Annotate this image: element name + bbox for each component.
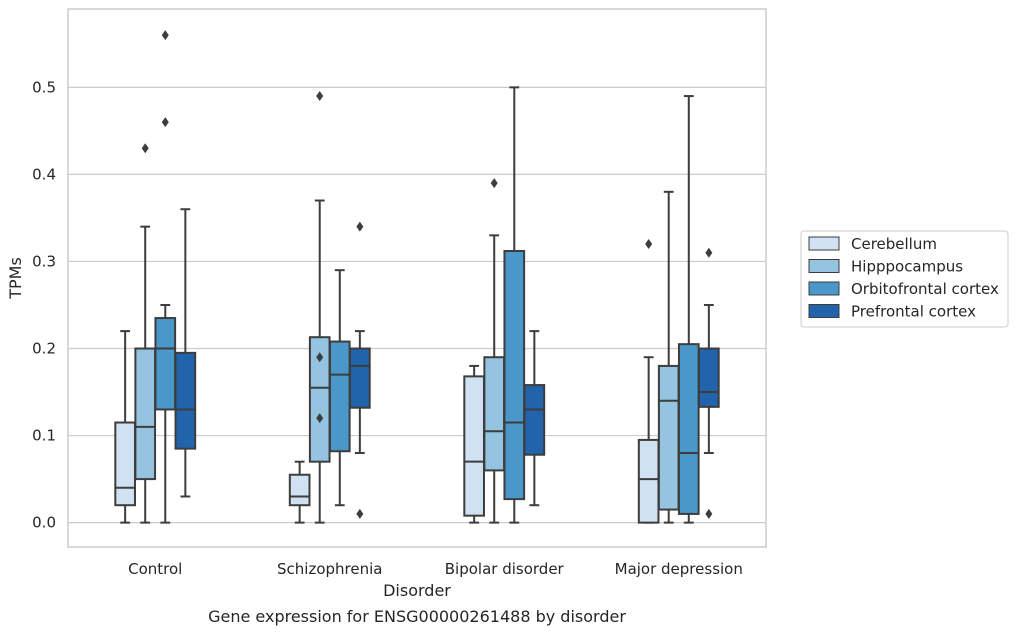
box-group	[328, 269, 351, 507]
iqr-box	[349, 347, 371, 409]
box-group	[308, 91, 331, 524]
chart-caption: Gene expression for ENSG00000261488 by d…	[208, 607, 626, 626]
x-tick-label: Bipolar disorder	[445, 560, 565, 578]
y-tick-label: 0.0	[32, 514, 56, 532]
y-tick-label: 0.1	[32, 427, 56, 445]
y-tick-label: 0.4	[32, 165, 56, 183]
outlier-point	[490, 178, 498, 189]
outlier-point	[316, 91, 324, 102]
legend-swatch	[808, 281, 840, 296]
box-group	[134, 143, 157, 524]
iqr-box	[288, 473, 311, 507]
outlier-point	[356, 221, 364, 232]
iqr-box	[174, 351, 197, 450]
legend-item: Cerebellum	[808, 235, 937, 253]
legend-frame	[800, 230, 1009, 328]
legend-label: Prefrontal cortex	[851, 303, 976, 321]
legend-swatch	[808, 304, 840, 318]
iqr-box	[328, 340, 351, 453]
outlier-point	[141, 143, 149, 154]
iqr-box	[463, 375, 485, 517]
legend-label: Cerebellum	[851, 235, 937, 253]
y-tick-label: 0.2	[32, 340, 56, 358]
y-axis-label: TPMs	[6, 257, 25, 300]
box-group	[154, 30, 177, 524]
outlier-point	[161, 117, 169, 128]
box-group	[637, 239, 660, 524]
box-group	[483, 178, 506, 524]
iqr-box	[154, 317, 177, 411]
outlier-point	[705, 247, 713, 258]
outlier-point	[316, 352, 324, 363]
box-group	[523, 330, 546, 507]
x-tick-label: Schizophrenia	[277, 560, 382, 578]
iqr-box	[698, 347, 720, 408]
iqr-box	[523, 384, 546, 456]
box-group	[174, 208, 197, 498]
iqr-box	[637, 438, 660, 524]
x-axis-label: Disorder	[383, 581, 451, 600]
iqr-box	[134, 347, 157, 481]
outlier-point	[316, 413, 324, 424]
legend-item: Orbitofrontal cortex	[808, 280, 999, 298]
y-tick-label: 0.5	[32, 78, 56, 96]
legend-swatch	[808, 236, 840, 251]
legend: Cerebellum Hipppocampus Orbitofrontal cort…	[800, 230, 1009, 328]
box-group	[698, 247, 720, 519]
plot-frame	[67, 8, 767, 548]
box-group	[463, 364, 485, 524]
box-group	[288, 460, 311, 524]
x-tick-label: Major depression	[615, 560, 743, 578]
x-tick-labels: Control Schizophrenia Bipolar disorder Majo…	[128, 560, 743, 578]
legend-item: Hipppocampus	[808, 258, 963, 276]
legend-swatch	[808, 259, 840, 273]
box-group	[503, 86, 526, 524]
x-tick-label: Control	[128, 560, 182, 578]
legend-item: Prefrontal cortex	[808, 303, 976, 321]
y-tick-labels: 0.0 0.1 0.2 0.3 0.4 0.5	[32, 78, 56, 531]
box-layer	[114, 30, 720, 524]
box-group	[677, 95, 700, 524]
legend-items: Cerebellum Hipppocampus Orbitofrontal cort…	[808, 235, 999, 321]
legend-label: Hipppocampus	[851, 258, 963, 276]
outlier-point	[356, 508, 364, 519]
outlier-point	[645, 239, 653, 250]
box-group	[657, 190, 680, 524]
outlier-point	[705, 508, 713, 519]
iqr-box	[657, 364, 680, 511]
iqr-box	[114, 421, 136, 507]
iqr-box	[503, 250, 526, 501]
iqr-box	[677, 343, 700, 515]
legend-label: Orbitofrontal cortex	[851, 280, 999, 298]
box-group	[114, 330, 136, 524]
box-group	[349, 221, 371, 519]
outlier-point	[161, 30, 169, 41]
y-tick-label: 0.3	[32, 252, 56, 270]
iqr-box	[483, 356, 506, 472]
